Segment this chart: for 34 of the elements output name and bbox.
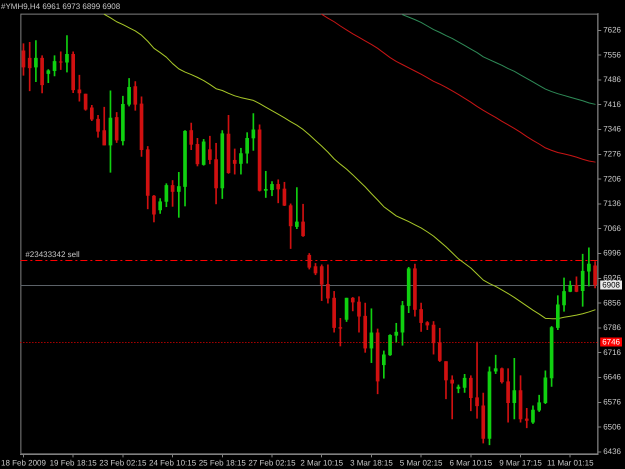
y-tick-label: 7626 [603,25,622,34]
y-tick-label: 6506 [603,422,622,432]
y-tick-label: 7416 [603,100,622,109]
y-tick-label: 6856 [603,298,622,308]
x-tick-label: 6 Mar 10:15 [449,458,493,468]
y-tick-label: 7066 [603,224,622,233]
x-tick-label: 19 Feb 18:15 [50,458,98,468]
y-tick-label: 6646 [603,372,622,382]
chart-title: #YMH9,H4 6961 6973 6899 6908 [1,2,121,12]
ref-line-label: 6908 [602,280,621,290]
y-tick-label: 7136 [603,199,622,208]
y-tick-label: 7556 [603,50,622,60]
x-tick-label: 2 Mar 10:15 [300,458,344,468]
y-tick-label: 7486 [603,75,622,84]
y-tick-label: 7276 [603,149,622,158]
y-tick-label: 6716 [603,348,622,357]
x-tick-label: 3 Mar 18:15 [350,458,394,468]
ref-line-label: 6746 [602,338,621,347]
ref-line-label: #23433342 sell [25,250,80,259]
y-tick-label: 6786 [603,323,622,332]
x-tick-label: 23 Feb 02:15 [99,458,148,468]
x-tick-label: 11 Mar 01:15 [546,458,594,468]
x-tick-label: 18 Feb 2009 [1,458,46,468]
y-tick-label: 6996 [603,248,622,258]
y-tick-label: 6926 [603,273,622,282]
x-tick-label: 27 Feb 02:15 [248,458,296,468]
y-tick-label: 7206 [603,174,622,184]
x-tick-label: 9 Mar 17:15 [499,458,542,468]
x-tick-label: 25 Feb 18:15 [198,458,246,468]
y-tick-label: 7346 [603,124,622,134]
y-tick-label: 6436 [603,447,622,456]
x-tick-label: 24 Feb 10:15 [149,458,197,468]
y-tick-label: 6576 [603,398,622,407]
x-tick-label: 5 Mar 02:15 [400,458,444,468]
